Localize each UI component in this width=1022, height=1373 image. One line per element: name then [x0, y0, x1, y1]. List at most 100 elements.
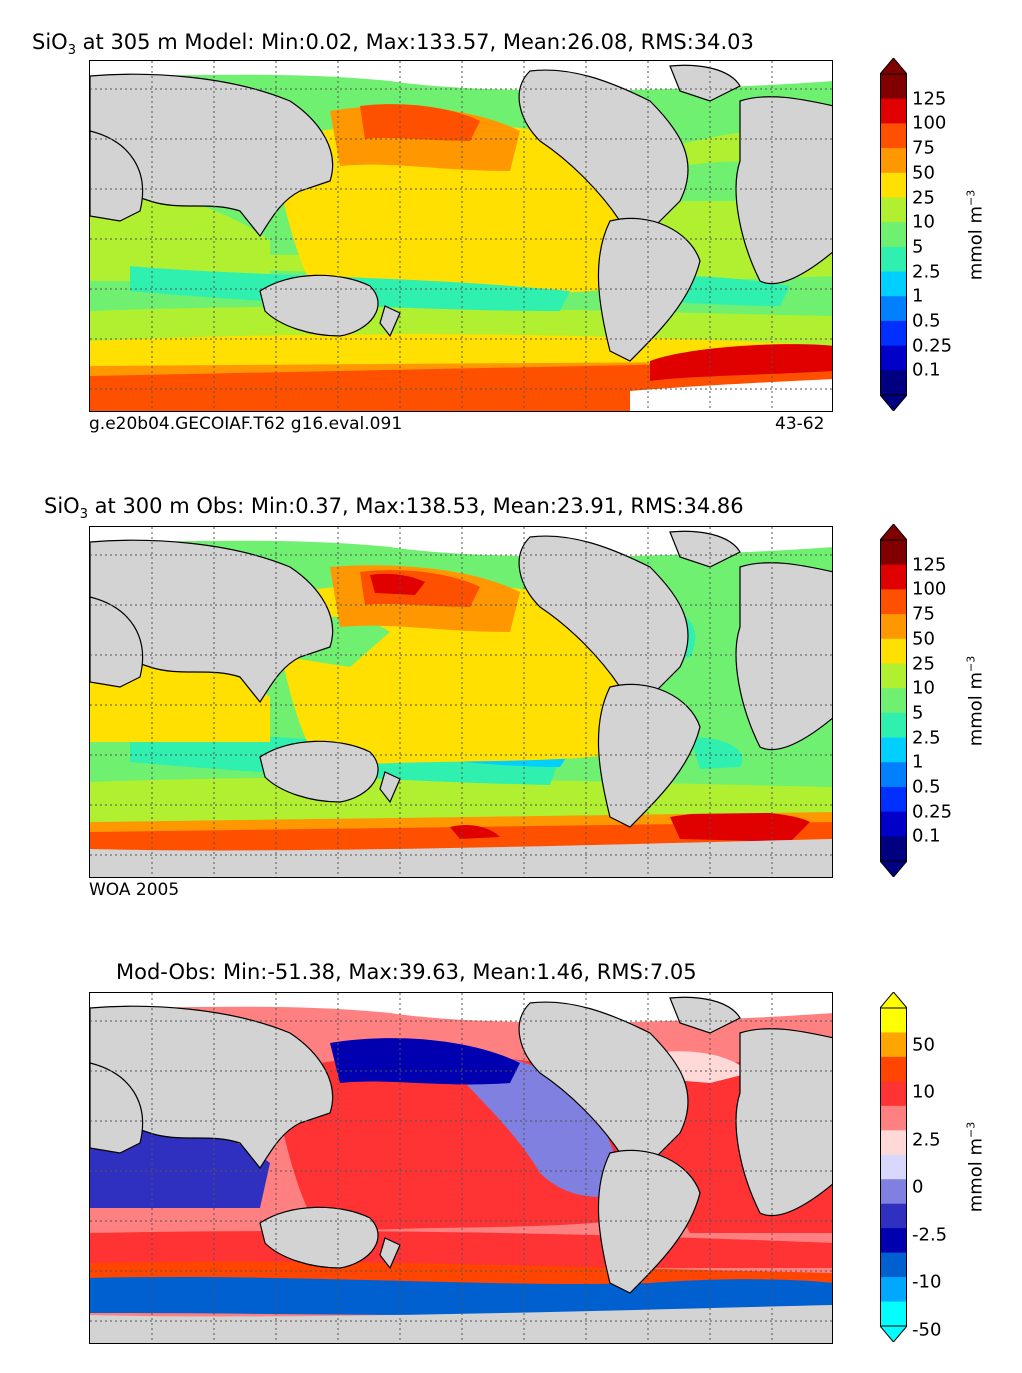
model-title-stats: at 305 m Model: Min:0.02, Max:133.57, Me… — [75, 30, 754, 54]
colorbar-tick-label: 2.5 — [912, 261, 941, 283]
obs-title-var: SiO — [44, 494, 80, 518]
colorbar-tick-label: -10 — [912, 1271, 942, 1293]
colorbar-tick-label: 2.5 — [912, 1129, 941, 1151]
colorbar-swatch — [880, 320, 907, 347]
colorbar-tick-label: 75 — [912, 603, 935, 625]
colorbar-tick-label: 2.5 — [912, 727, 941, 749]
obs-colorbar — [880, 524, 907, 877]
diff-colorbar-unit: mmol m−3 — [964, 1122, 986, 1213]
unit-exponent: −3 — [964, 189, 978, 206]
model-panel-title: SiO3 at 305 m Model: Min:0.02, Max:133.5… — [32, 30, 754, 58]
colorbar-tick-label: 25 — [912, 187, 935, 208]
colorbar-tick-label: 100 — [912, 578, 947, 600]
model-map-svg — [90, 61, 832, 411]
unit-exponent: −3 — [964, 655, 978, 672]
colorbar-swatch — [880, 1277, 907, 1303]
colorbar-swatch — [880, 540, 907, 566]
colorbar-swatch — [880, 1301, 907, 1327]
model-colorbar-swatches — [880, 73, 907, 396]
colorbar-tick-label: 125 — [912, 88, 947, 110]
colorbar-swatch — [880, 1130, 907, 1156]
colorbar-swatch — [880, 737, 907, 763]
unit-text: mmol m — [965, 1137, 987, 1213]
colorbar-tick-label: 10 — [912, 1081, 935, 1103]
colorbar-swatch — [880, 172, 907, 198]
colorbar-swatch — [880, 98, 907, 124]
colorbar-swatch — [880, 1179, 907, 1205]
colorbar-swatch — [880, 589, 907, 615]
colorbar-swatch — [880, 1081, 907, 1107]
colorbar-tick-label: 0.5 — [912, 776, 941, 798]
colorbar-tick-label: 25 — [912, 653, 935, 674]
colorbar-tick-label: 0.5 — [912, 310, 941, 332]
diff-map-svg — [90, 993, 832, 1343]
colorbar-tick-label: 100 — [912, 112, 947, 134]
obs-map — [89, 526, 833, 878]
colorbar-swatch — [880, 197, 907, 223]
unit-exponent: −3 — [964, 1121, 978, 1138]
model-colorbar-unit: mmol m−3 — [964, 190, 986, 281]
colorbar-swatch — [880, 370, 907, 396]
colorbar-tick-label: 50 — [912, 162, 935, 184]
colorbar-tick-label: 1 — [912, 285, 924, 307]
colorbar-swatch — [880, 762, 907, 788]
obs-title-subscript: 3 — [79, 507, 88, 523]
colorbar-swatch — [880, 123, 907, 149]
diff-colorbar-swatches — [880, 1007, 907, 1327]
colorbar-tick-label: 50 — [912, 628, 935, 650]
obs-panel-title: SiO3 at 300 m Obs: Min:0.37, Max:138.53,… — [44, 494, 744, 522]
colorbar-tick-label: 0.25 — [912, 335, 953, 357]
obs-map-svg — [90, 527, 832, 877]
unit-text: mmol m — [965, 671, 987, 747]
colorbar-tick-label: 10 — [912, 211, 935, 233]
model-title-subscript: 3 — [67, 43, 76, 59]
model-colorbar — [880, 58, 907, 411]
colorbar-swatch — [880, 1252, 907, 1278]
model-map — [89, 60, 833, 412]
colorbar-swatch — [880, 1105, 907, 1131]
colorbar-tick-label: -2.5 — [912, 1224, 948, 1246]
colorbar-swatch — [880, 1154, 907, 1180]
colorbar-tick-label: 0.25 — [912, 801, 953, 823]
colorbar-swatch — [880, 1008, 907, 1033]
obs-colorbar-swatches — [880, 539, 907, 862]
colorbar-swatch — [880, 1032, 907, 1058]
unit-text: mmol m — [965, 205, 987, 281]
colorbar-swatch — [880, 296, 907, 322]
colorbar-tick-label: 75 — [912, 137, 935, 159]
colorbar-swatch — [880, 786, 907, 813]
colorbar-swatch — [880, 836, 907, 862]
colorbar-tick-label: 0 — [912, 1176, 924, 1198]
diff-map — [89, 992, 833, 1344]
colorbar-swatch — [880, 712, 907, 739]
colorbar-swatch — [880, 1228, 907, 1254]
colorbar-tick-label: 0.1 — [912, 825, 941, 847]
colorbar-tick-label: 5 — [912, 702, 924, 724]
diff-panel-title: Mod-Obs: Min:-51.38, Max:39.63, Mean:1.4… — [116, 960, 697, 984]
colorbar-swatch — [880, 663, 907, 689]
colorbar-swatch — [880, 74, 907, 100]
diff-colorbar — [880, 992, 907, 1342]
colorbar-tick-label: 10 — [912, 677, 935, 699]
colorbar-swatch — [880, 148, 907, 174]
obs-source-label: WOA 2005 — [89, 880, 180, 900]
colorbar-swatch — [880, 811, 907, 837]
colorbar-tick-label: 50 — [912, 1034, 935, 1056]
colorbar-tick-label: 0.1 — [912, 359, 941, 381]
model-run-label: g.e20b04.GECOIAF.T62 g16.eval.091 — [89, 414, 403, 434]
colorbar-swatch — [880, 564, 907, 590]
colorbar-swatch — [880, 271, 907, 297]
colorbar-tick-label: 1 — [912, 751, 924, 773]
colorbar-swatch — [880, 222, 907, 248]
model-years-label: 43-62 — [775, 414, 825, 434]
colorbar-tick-label: 5 — [912, 236, 924, 258]
colorbar-swatch — [880, 1056, 907, 1082]
colorbar-swatch — [880, 246, 907, 273]
colorbar-swatch — [880, 638, 907, 664]
colorbar-swatch — [880, 688, 907, 714]
colorbar-swatch — [880, 1203, 907, 1229]
colorbar-swatch — [880, 614, 907, 640]
colorbar-tick-label: -50 — [912, 1319, 942, 1341]
model-title-var: SiO — [32, 30, 68, 54]
obs-title-stats: at 300 m Obs: Min:0.37, Max:138.53, Mean… — [87, 494, 744, 518]
